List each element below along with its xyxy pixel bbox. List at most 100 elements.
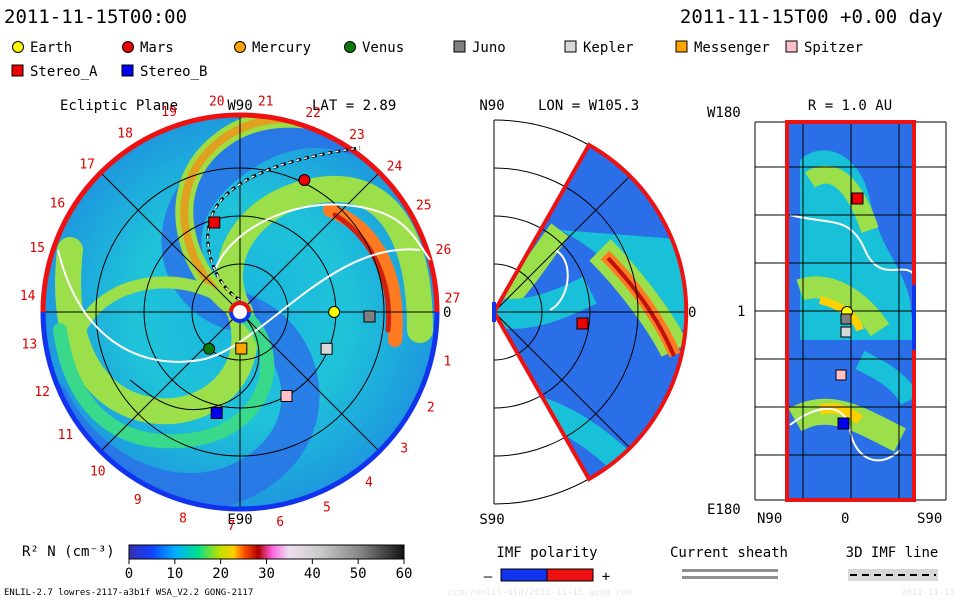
- radial-y-top: W180: [707, 105, 741, 121]
- footer-model: ENLIL-2.7 lowres-2117-a3b1f WSA_V2.2 GON…: [4, 588, 253, 598]
- rim-tick-19: 19: [161, 105, 177, 120]
- rim-tick-7: 7: [227, 519, 235, 534]
- rim-tick-17: 17: [79, 158, 95, 173]
- footer-date: 2011-11-15: [901, 588, 955, 598]
- ecliptic-body-messenger: [235, 342, 248, 355]
- rim-tick-16: 16: [50, 196, 66, 211]
- rim-tick-26: 26: [436, 243, 452, 258]
- legend-item-mars: Mars: [122, 40, 174, 56]
- radial-juno-marker: [840, 313, 852, 325]
- meridional-wedge-outline: [491, 142, 689, 482]
- radial-y-bottom: E180: [707, 502, 741, 518]
- imf-negative-swatch: [500, 568, 548, 582]
- legend-item-venus: Venus: [344, 40, 404, 56]
- legend-label-messenger: Messenger: [694, 40, 770, 56]
- legend: Earth Mars Mercury Venus Juno Kepler Messenger…: [11, 40, 863, 80]
- legend-label-spitzer: Spitzer: [804, 40, 863, 56]
- ecliptic-lat-label: LAT = 2.89: [312, 98, 396, 114]
- meridional-top-label: N90: [479, 98, 504, 114]
- legend-marker-kepler: [564, 40, 577, 53]
- legend-label-juno: Juno: [472, 40, 506, 56]
- legend-item-mercury: Mercury: [234, 40, 311, 56]
- legend-label-stereo-a: Stereo_A: [30, 64, 98, 80]
- rim-tick-9: 9: [134, 493, 142, 508]
- rim-tick-3: 3: [400, 442, 408, 457]
- radial-x-right: S90: [917, 511, 942, 527]
- colorbar-tick-label: 10: [166, 566, 183, 582]
- colorbar-tick-label: 0: [125, 566, 133, 582]
- colorbar-gradient: [128, 544, 405, 560]
- legend-item-spitzer: Spitzer: [785, 40, 863, 56]
- radial-x-left: N90: [757, 511, 782, 527]
- colorbar-tick-label: 60: [396, 566, 413, 582]
- legend-marker-messenger: [675, 40, 688, 53]
- ecliptic-body-juno: [363, 310, 376, 323]
- rim-tick-11: 11: [58, 428, 74, 443]
- legend-item-stereo-a: Stereo_A: [11, 64, 98, 80]
- radial-kepler-marker: [840, 326, 852, 338]
- rim-tick-18: 18: [117, 127, 133, 142]
- rim-tick-15: 15: [29, 241, 45, 256]
- rim-tick-20: 20: [209, 94, 225, 109]
- legend-marker-stereo-a: [11, 64, 24, 77]
- legend-marker-spitzer: [785, 40, 798, 53]
- imf-minus-label: –: [484, 569, 493, 585]
- ecliptic-top-label: W90: [227, 98, 252, 114]
- meridional-panel: N90 LON = W105.3 S90 0: [479, 98, 696, 528]
- rim-tick-13: 13: [22, 338, 38, 353]
- radial-stereo-a-marker: [851, 192, 864, 205]
- rim-tick-4: 4: [365, 476, 373, 491]
- rim-tick-27: 27: [445, 291, 461, 306]
- legend-item-juno: Juno: [453, 40, 506, 56]
- legend-marker-mercury: [234, 41, 246, 53]
- ecliptic-body-stereo-a: [208, 216, 221, 229]
- legend-label-stereo-b: Stereo_B: [140, 64, 207, 80]
- legend-item-earth: Earth: [12, 40, 72, 56]
- imf-field-line-white: [207, 147, 361, 301]
- rim-tick-8: 8: [179, 511, 187, 526]
- rim-tick-1: 1: [443, 355, 451, 370]
- colorbar: R² N (cm⁻³) 0 10 20 30 40 50 60: [22, 544, 412, 582]
- ecliptic-body-spitzer: [280, 390, 293, 402]
- rim-tick-14: 14: [20, 289, 36, 304]
- legend-label-mercury: Mercury: [252, 40, 311, 56]
- ecliptic-body-earth: [328, 306, 341, 318]
- current-sheath-label: Current sheath: [670, 545, 788, 561]
- current-sheath-line: [57, 248, 421, 363]
- meridional-stereo-a-marker: [576, 317, 589, 330]
- legend-label-mars: Mars: [140, 40, 174, 56]
- legend-marker-earth: [12, 41, 24, 53]
- imf-polarity-label: IMF polarity: [496, 545, 597, 561]
- radial-spitzer-marker: [835, 369, 847, 381]
- ecliptic-body-venus: [203, 342, 216, 355]
- ecliptic-panel: Ecliptic Plane LAT = 2.89 W90 E90 0: [20, 94, 461, 534]
- ecliptic-bodies: [203, 174, 376, 419]
- legend-marker-stereo-b: [121, 64, 134, 77]
- legend-label-venus: Venus: [362, 40, 404, 56]
- legend-marker-juno: [453, 40, 466, 53]
- colorbar-tick-label: 30: [258, 566, 275, 582]
- legend-item-stereo-b: Stereo_B: [121, 64, 207, 80]
- colorbar-label: R² N (cm⁻³): [22, 544, 115, 560]
- rim-tick-21: 21: [258, 95, 274, 110]
- meridional-lon-label: LON = W105.3: [538, 98, 639, 114]
- legend-item-messenger: Messenger: [675, 40, 770, 56]
- legend-marker-venus: [344, 41, 356, 53]
- meridional-bottom-label: S90: [479, 512, 504, 528]
- ecliptic-body-kepler: [320, 342, 333, 355]
- ecliptic-rim-south: [40, 311, 440, 512]
- current-sheath-swatch-2: [682, 576, 778, 579]
- colorbar-tick-label: 20: [212, 566, 229, 582]
- colorbar-tick-label: 50: [350, 566, 367, 582]
- radial-panel: R = 1.0 AU W180 1 E180 N90 0 S90: [707, 98, 947, 527]
- rim-tick-12: 12: [34, 385, 50, 400]
- colorbar-ticks: 0 10 20 30 40 50 60: [125, 559, 413, 582]
- current-sheath-swatch-1: [682, 569, 778, 572]
- imf-positive-swatch: [546, 568, 594, 582]
- ecliptic-right-label: 0: [443, 305, 451, 321]
- rim-tick-2: 2: [427, 401, 435, 416]
- meridional-right-label: 0: [688, 305, 696, 321]
- legend-item-kepler: Kepler: [564, 40, 634, 56]
- rim-tick-22: 22: [305, 106, 321, 121]
